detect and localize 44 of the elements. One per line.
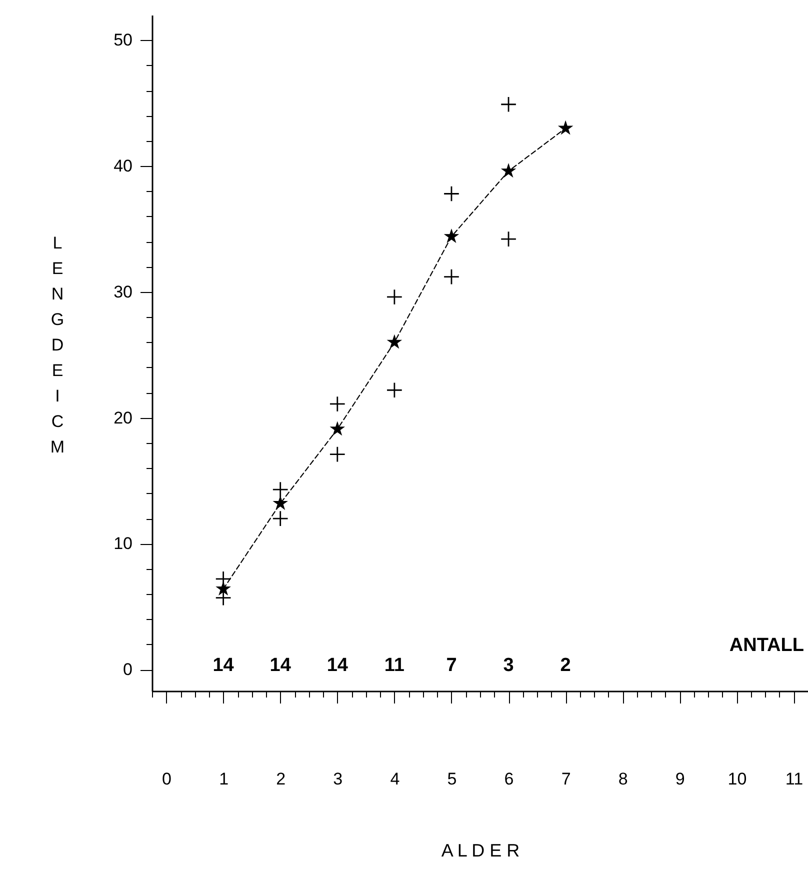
- point: [386, 382, 403, 398]
- x-tick-label: 10: [728, 770, 747, 788]
- point: [329, 446, 346, 462]
- x-tick-label: 3: [333, 770, 343, 788]
- annotation: 11: [384, 655, 405, 676]
- x-tick-label: 5: [447, 770, 457, 788]
- point: [500, 96, 517, 112]
- x-tick-label: 2: [276, 770, 286, 788]
- annotation: 14: [270, 655, 292, 676]
- y-tick-label: 20: [114, 408, 132, 428]
- x-tick-label: 7: [561, 770, 571, 788]
- annotation: 3: [503, 655, 514, 676]
- annotation: 14: [326, 655, 348, 676]
- text: LENGDE I CM: [50, 234, 65, 456]
- x-axis-title: A L D E R: [441, 840, 520, 860]
- annotation: ANTALL: [729, 635, 804, 656]
- annotation: 7: [446, 655, 457, 676]
- point: [387, 334, 402, 348]
- x-tick-label: 1: [219, 770, 229, 788]
- point: [443, 268, 460, 285]
- x-tick-label: 6: [504, 770, 514, 788]
- point: [444, 229, 459, 243]
- y-tick-label: 50: [114, 30, 132, 50]
- x-tick-label: 4: [390, 770, 400, 788]
- point: [272, 481, 288, 498]
- x-tick-label: 0: [162, 770, 172, 788]
- point: [329, 396, 346, 412]
- point: [330, 422, 344, 436]
- x-tick-label: 8: [618, 770, 628, 788]
- y-tick-label: 30: [114, 282, 132, 302]
- point: [500, 230, 517, 248]
- y-tick-label: 0: [123, 660, 132, 680]
- point: [558, 120, 573, 134]
- point: [501, 164, 516, 178]
- x-tick-label: 11: [785, 770, 804, 788]
- point: [386, 288, 403, 306]
- annotation: 2: [560, 655, 571, 676]
- point: [273, 496, 288, 510]
- point: [272, 510, 288, 527]
- x-tick-label: 9: [675, 770, 685, 788]
- point: [443, 186, 460, 202]
- annotation: 14: [212, 655, 234, 676]
- y-tick-label: 40: [114, 156, 132, 176]
- y-tick-label: 10: [114, 534, 132, 554]
